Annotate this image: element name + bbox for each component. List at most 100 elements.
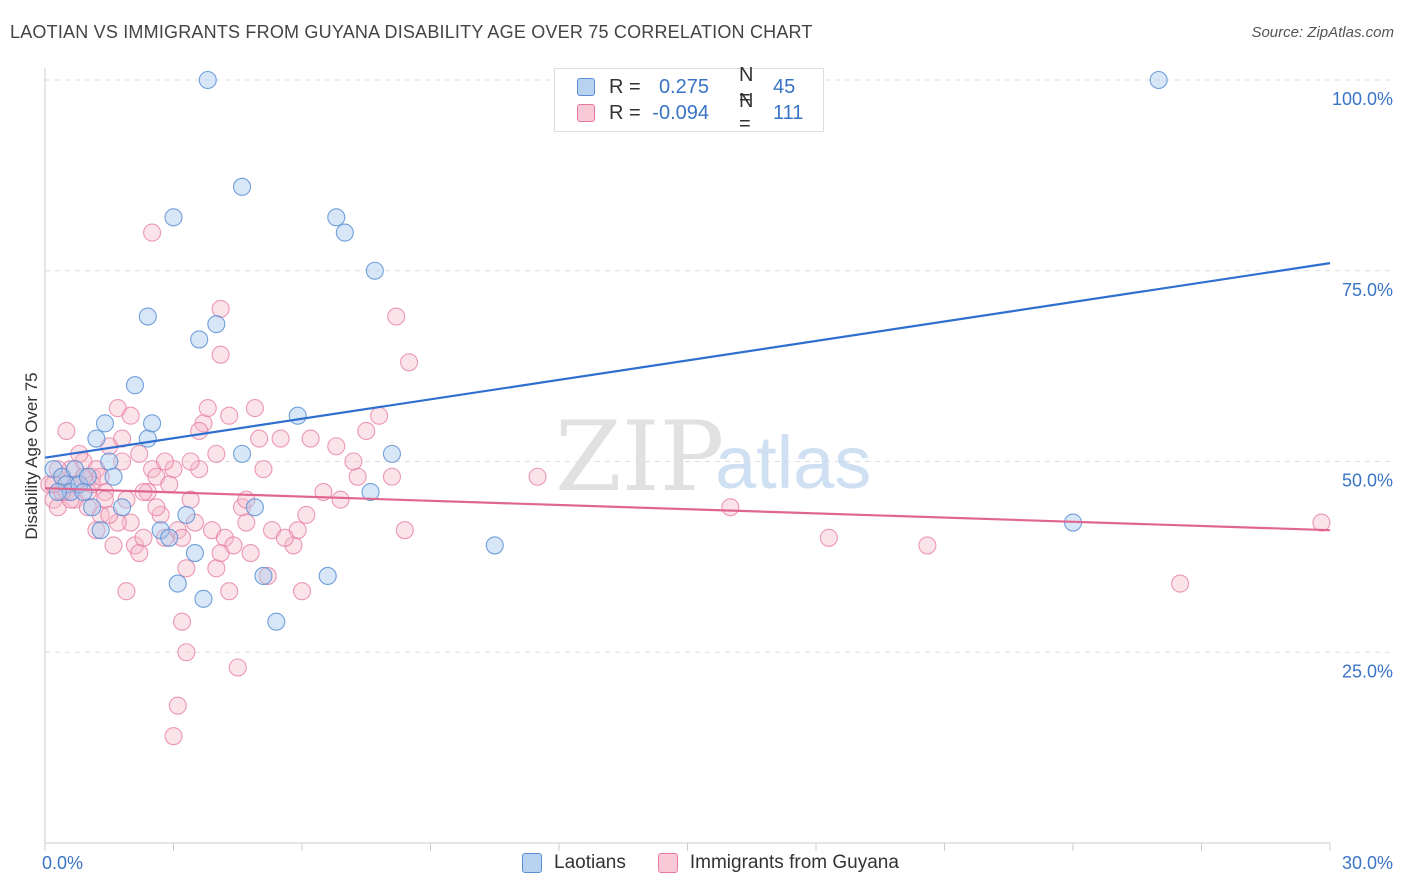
y-tick-label: 50.0%: [1342, 471, 1393, 491]
data-point-laotian: [143, 414, 162, 433]
data-point-laotian: [87, 429, 106, 448]
data-point-guyana: [721, 498, 740, 517]
legend-item-guyana: Immigrants from Guyana: [657, 852, 899, 874]
trend-line-guyana: [44, 487, 1331, 532]
data-point-guyana: [327, 437, 346, 456]
data-point-laotian: [335, 223, 354, 242]
data-point-guyana: [220, 582, 239, 601]
data-point-laotian: [365, 261, 384, 280]
data-point-laotian: [185, 544, 204, 563]
data-point-laotian: [254, 566, 273, 586]
data-point-guyana: [348, 467, 367, 486]
y-tick-label: 25.0%: [1342, 661, 1393, 681]
data-point-guyana: [143, 223, 162, 242]
data-point-laotian: [125, 376, 144, 395]
data-point-laotian: [48, 482, 67, 502]
data-point-laotian: [177, 505, 196, 524]
data-point-laotian: [288, 406, 307, 425]
data-point-guyana: [211, 345, 230, 364]
x-tick-label: 0.0%: [42, 853, 83, 873]
data-point-laotian: [74, 482, 93, 502]
n-value-guyana: 111: [773, 101, 804, 124]
data-point-laotian: [1149, 70, 1168, 90]
data-point-laotian: [104, 467, 123, 486]
data-point-guyana: [297, 505, 316, 524]
data-point-guyana: [245, 399, 264, 418]
data-point-laotian: [138, 429, 157, 448]
data-point-laotian: [138, 307, 157, 326]
data-point-guyana: [134, 528, 153, 547]
data-point-laotian: [113, 498, 132, 517]
data-point-laotian: [327, 208, 346, 227]
data-point-laotian: [168, 574, 187, 593]
data-point-guyana: [177, 643, 196, 662]
axes: [44, 68, 1331, 851]
legend-item-laotians: Laotians: [522, 852, 626, 874]
data-point-guyana: [819, 528, 838, 547]
y-axis-label-group: Disability Age Over 75: [22, 372, 41, 539]
data-point-laotian: [194, 589, 213, 608]
data-point-laotian: [382, 444, 402, 463]
data-point-guyana: [164, 727, 183, 746]
data-point-laotian: [78, 467, 97, 486]
legend-row-guyana: R = -0.094 N = 111: [577, 90, 804, 135]
data-point-laotian: [100, 452, 119, 471]
n-value-laotians: 45: [773, 75, 796, 98]
data-point-guyana: [104, 536, 123, 555]
data-point-guyana: [91, 467, 110, 486]
data-point-laotian: [361, 482, 380, 502]
data-point-guyana: [173, 528, 192, 547]
guyana-swatch: [657, 853, 678, 873]
r-value-guyana: -0.094: [652, 101, 709, 124]
y-tick-label: 100.0%: [1332, 89, 1393, 109]
data-point-guyana: [258, 566, 277, 586]
watermark-zip: ZIP: [555, 401, 724, 513]
chart-title: LAOTIAN VS IMMIGRANTS FROM GUYANA DISABI…: [10, 22, 813, 42]
data-point-guyana: [237, 513, 256, 532]
data-point-guyana: [173, 612, 192, 631]
data-point-laotian: [485, 536, 504, 555]
data-point-guyana: [220, 406, 239, 425]
data-point-guyana: [301, 429, 320, 448]
data-point-guyana: [113, 452, 132, 471]
n-label: N =: [739, 64, 754, 109]
data-point-laotian: [267, 612, 286, 631]
source-label: Source: ZipAtlas.com: [1251, 24, 1394, 41]
data-point-guyana: [271, 429, 290, 448]
data-point-guyana: [198, 399, 217, 418]
data-point-guyana: [228, 658, 247, 677]
data-point-guyana: [177, 559, 196, 578]
data-point-guyana: [1312, 513, 1331, 532]
tick-labels: 25.0% 50.0% 75.0% 100.0% 0.0% 30.0%: [42, 89, 1393, 873]
data-point-laotian: [198, 70, 217, 90]
data-point-guyana: [254, 460, 273, 479]
y-axis-label: Disability Age Over 75: [22, 372, 41, 539]
data-point-guyana: [57, 421, 76, 441]
laotians-swatch: [577, 78, 595, 96]
x-tick-label: 30.0%: [1342, 853, 1393, 873]
data-point-laotian: [164, 208, 183, 227]
data-point-guyana: [344, 452, 363, 471]
trend-line-laotians: [44, 262, 1331, 459]
data-point-laotian: [91, 521, 110, 540]
legend-label-guyana: Immigrants from Guyana: [689, 852, 899, 873]
data-point-guyana: [147, 498, 166, 517]
data-point-guyana: [130, 444, 149, 463]
data-point-guyana: [211, 299, 230, 318]
data-point-guyana: [155, 452, 174, 471]
data-point-guyana: [241, 544, 260, 563]
n-label: N =: [739, 90, 754, 135]
data-point-guyana: [400, 353, 419, 372]
grid-lines: [45, 79, 1395, 653]
r-label: R =: [609, 101, 641, 124]
y-tick-label: 75.0%: [1342, 280, 1393, 300]
legend-row-laotians: R = 0.275 N = 45: [577, 64, 796, 109]
data-point-guyana: [387, 307, 406, 326]
data-point-laotian: [232, 177, 252, 196]
data-point-laotian: [207, 315, 226, 334]
data-point-guyana: [292, 582, 312, 601]
data-point-guyana: [357, 421, 376, 441]
data-point-guyana: [370, 406, 389, 425]
